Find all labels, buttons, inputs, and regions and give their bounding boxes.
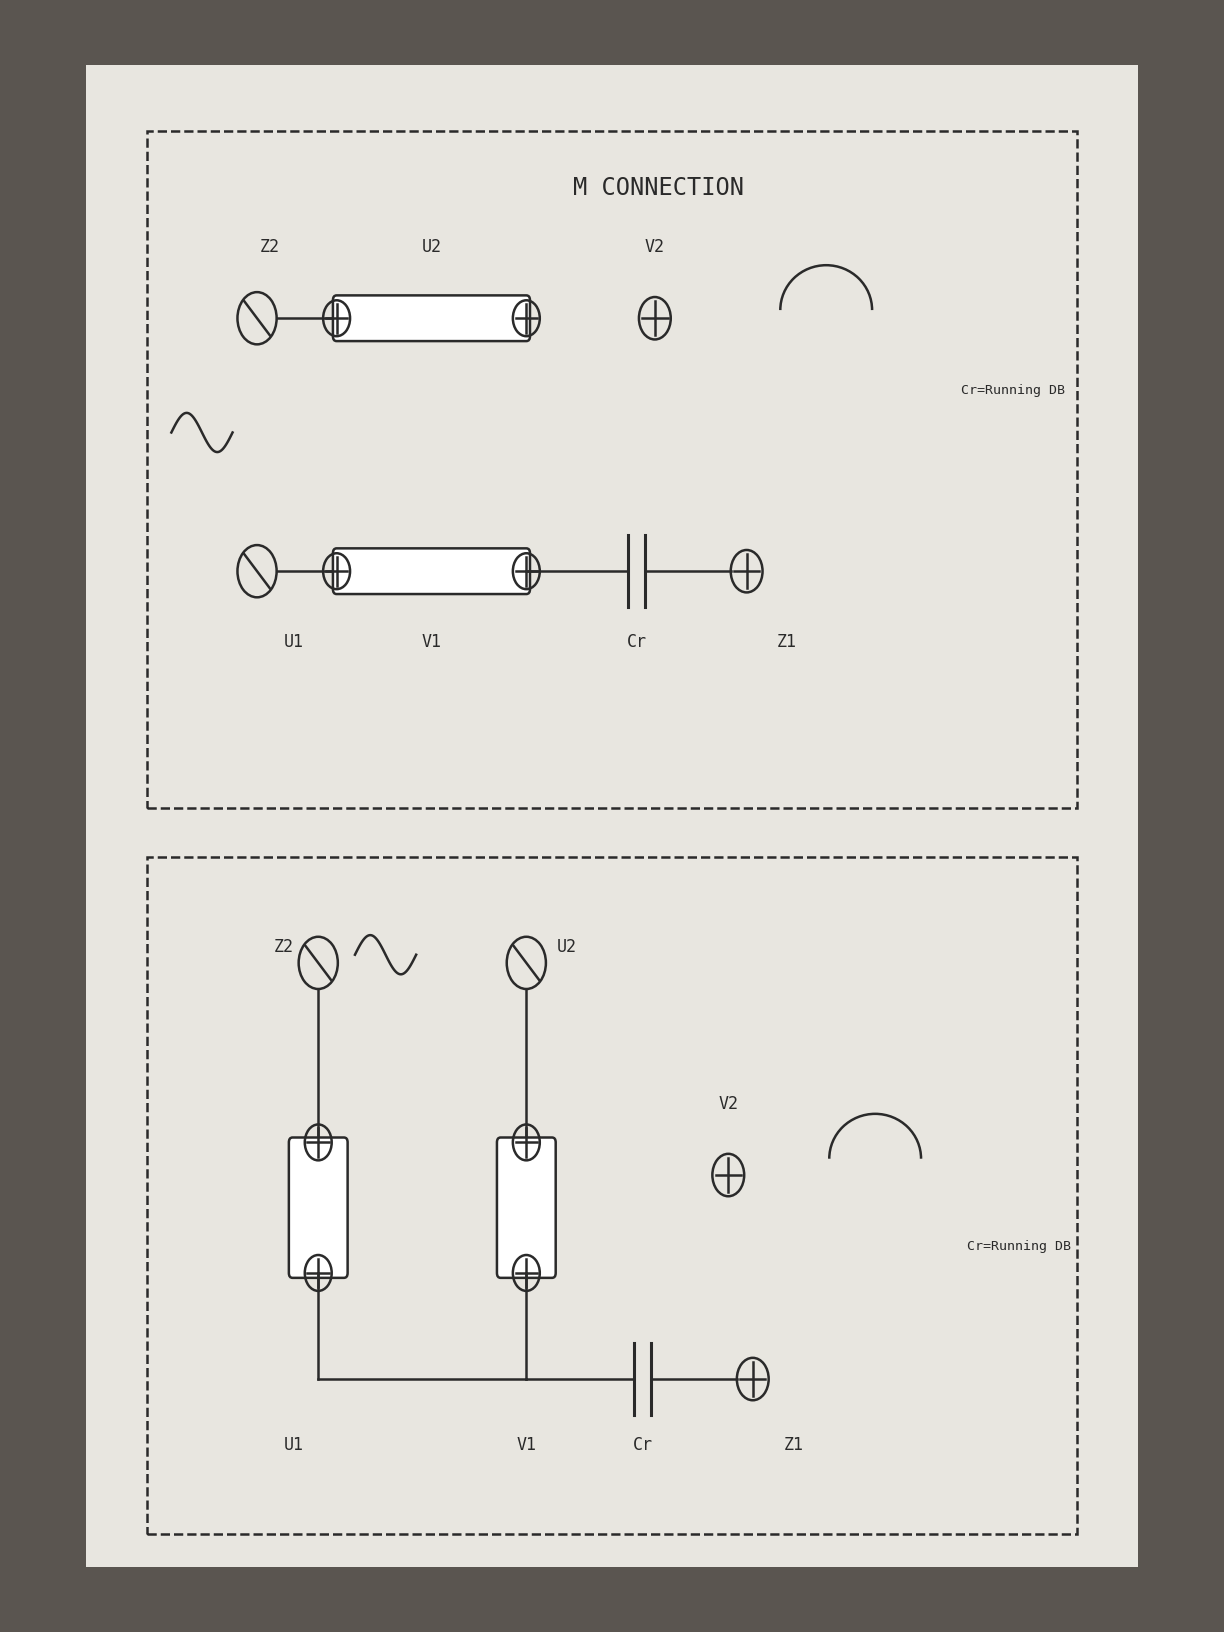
Text: U2: U2 xyxy=(421,238,442,256)
FancyBboxPatch shape xyxy=(497,1138,556,1278)
FancyBboxPatch shape xyxy=(333,548,530,594)
Text: Cr=Running DB: Cr=Running DB xyxy=(967,1240,1071,1253)
Text: Cr: Cr xyxy=(627,633,646,651)
Text: U1: U1 xyxy=(284,1436,304,1454)
Text: Z2: Z2 xyxy=(259,238,279,256)
Text: U1: U1 xyxy=(284,633,304,651)
FancyBboxPatch shape xyxy=(333,295,530,341)
Text: Cr=Running DB: Cr=Running DB xyxy=(961,384,1065,397)
Text: Z1: Z1 xyxy=(783,1436,803,1454)
Text: V1: V1 xyxy=(421,633,442,651)
Text: V1: V1 xyxy=(517,1436,536,1454)
Bar xyxy=(86,65,1138,1567)
Text: Z1: Z1 xyxy=(777,633,797,651)
Text: M CONNECTION: M CONNECTION xyxy=(573,176,744,199)
FancyBboxPatch shape xyxy=(289,1138,348,1278)
Text: V2: V2 xyxy=(718,1095,738,1113)
Text: Z2: Z2 xyxy=(274,937,294,956)
Text: V2: V2 xyxy=(645,238,665,256)
Text: Cr: Cr xyxy=(633,1436,652,1454)
Text: U2: U2 xyxy=(557,937,577,956)
